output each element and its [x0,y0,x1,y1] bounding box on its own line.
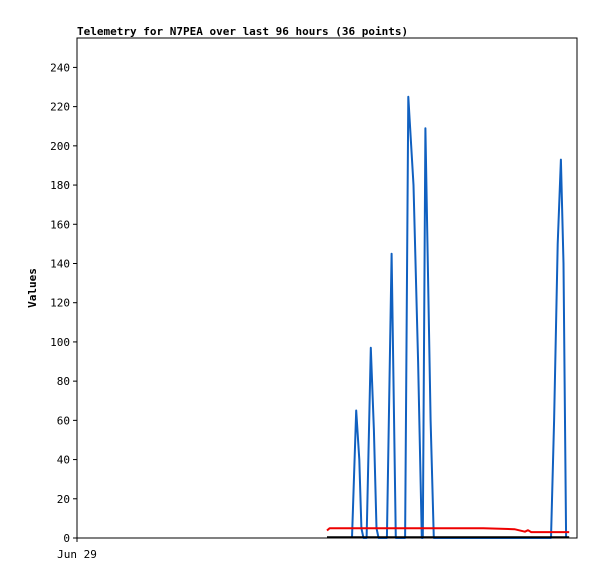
y-axis-ticks: 0 20 40 60 80 100 120 140 160 180 200 220 240 [50,61,77,545]
plot-frame [76,37,578,539]
y-tick-label: 0 [63,532,70,545]
chart-title: Telemetry for N7PEA over last 96 hours (… [77,25,408,38]
y-tick-label: 240 [50,61,70,74]
y-axis-label: Values [26,268,39,308]
x-axis-ticks: Jun 29 [57,538,97,561]
y-tick-label: 20 [57,493,70,506]
y-tick-label: 120 [50,297,70,310]
series-line-2 [326,527,570,534]
y-tick-label: 100 [50,336,70,349]
y-tick-label: 40 [57,454,70,467]
y-tick-label: 220 [50,101,70,114]
series-layer [326,95,570,539]
x-tick-label: Jun 29 [57,548,97,561]
y-tick-label: 80 [57,375,70,388]
y-tick-label: 60 [57,414,70,427]
y-tick-label: 160 [50,218,70,231]
y-tick-label: 200 [50,140,70,153]
y-tick-label: 180 [50,179,70,192]
y-tick-label: 140 [50,257,70,270]
